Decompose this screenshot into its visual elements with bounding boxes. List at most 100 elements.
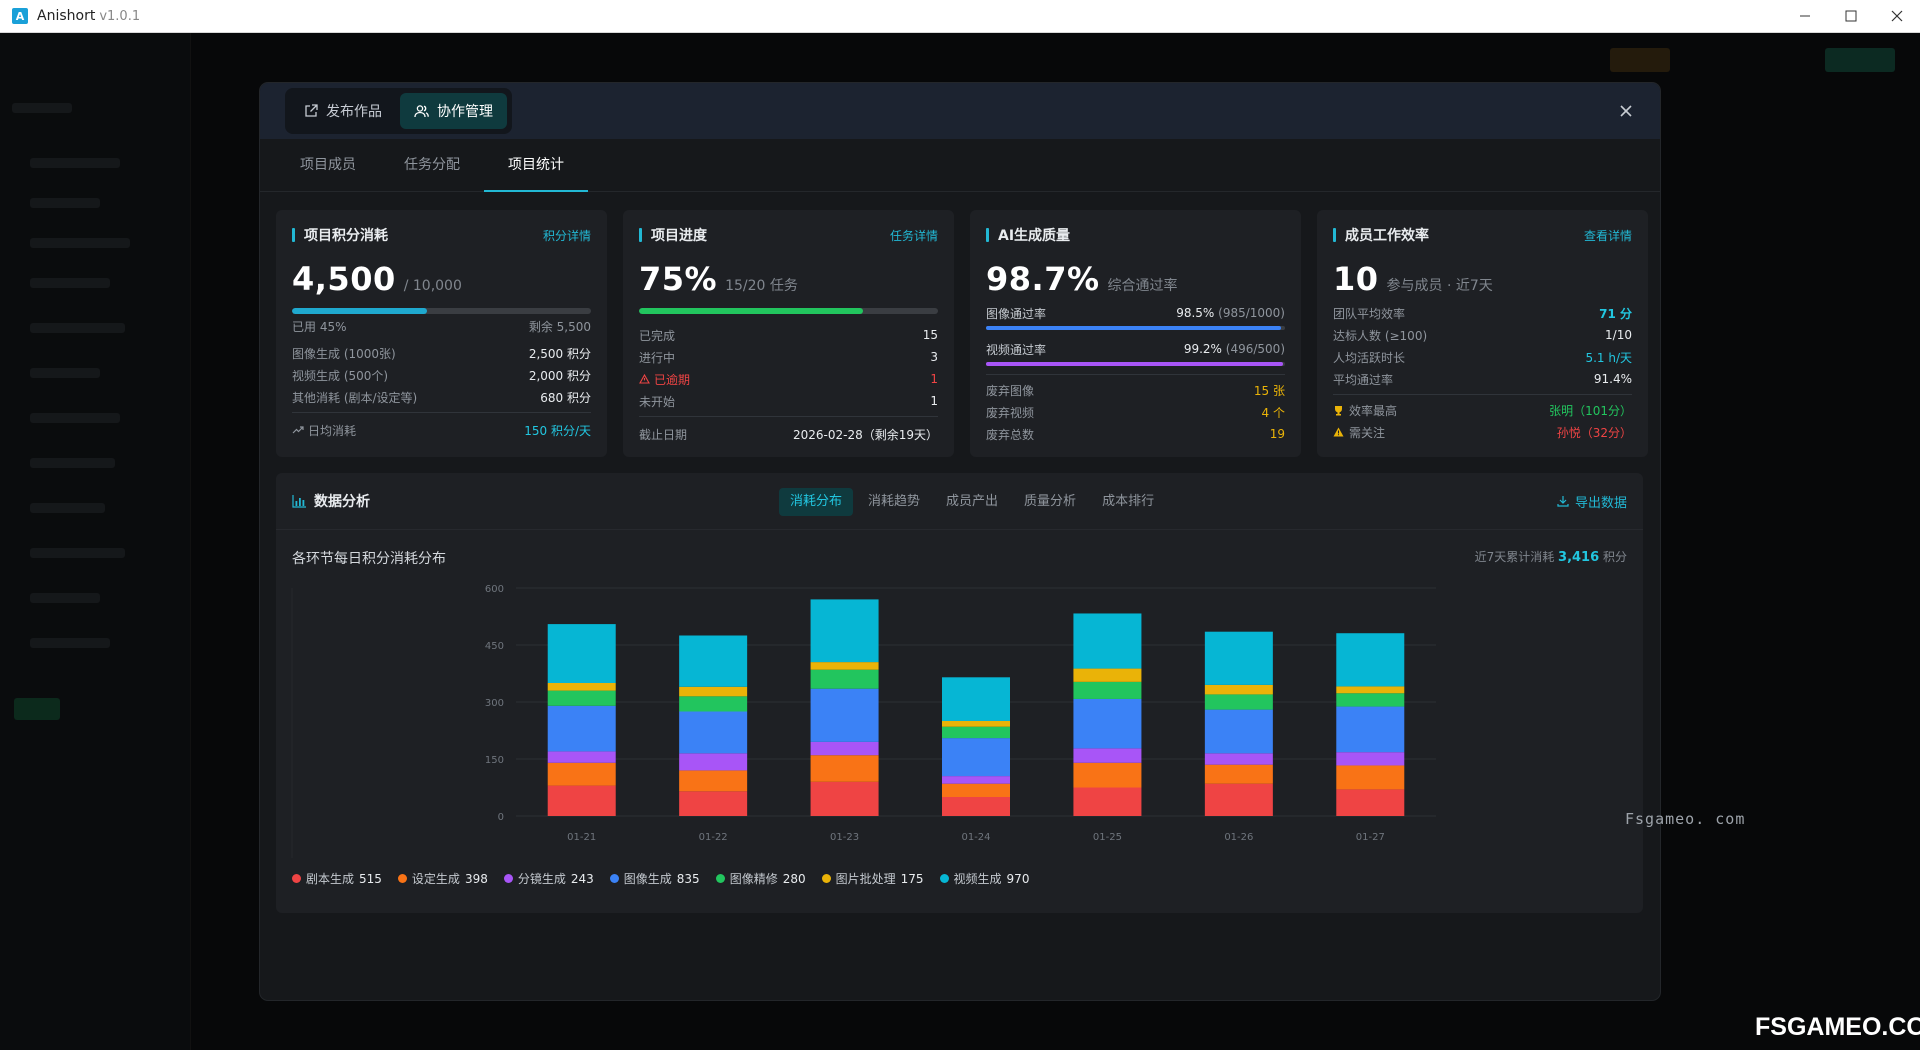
bar-segment	[1073, 613, 1142, 669]
legend-value: 175	[900, 871, 924, 886]
bar-segment	[1204, 694, 1273, 710]
bar-segment	[1073, 787, 1142, 816]
tab-quality-analysis[interactable]: 质量分析	[1024, 494, 1077, 509]
tab-member-output[interactable]: 成员产出	[946, 494, 999, 509]
video-pass-value: 99.2%	[1183, 342, 1222, 356]
bar-segment	[1336, 752, 1405, 766]
collab-manage-button[interactable]: 协作管理	[400, 93, 507, 129]
users-icon	[414, 105, 429, 118]
legend-swatch	[715, 874, 725, 883]
member-detail-link[interactable]: 查看详情	[1583, 228, 1632, 243]
y-tick-label: 0	[498, 812, 504, 823]
bar-segment	[1073, 698, 1142, 749]
app-version: v1.0.1	[99, 8, 141, 24]
legend-item[interactable]: 图像生成 835	[609, 870, 700, 887]
bar-segment	[942, 677, 1010, 721]
legend-item[interactable]: 视频生成 970	[939, 870, 1029, 887]
card-title: 成员工作效率	[1345, 228, 1429, 244]
stat-label: 废弃视频	[986, 405, 1035, 420]
card-title: 项目积分消耗	[304, 228, 388, 244]
bar-segment	[1073, 681, 1142, 699]
image-pass-value: 98.5%	[1176, 306, 1215, 320]
overdue-value: 1	[930, 372, 938, 386]
stat-label: 进行中	[639, 350, 676, 365]
legend-item[interactable]: 剧本生成 515	[292, 870, 382, 887]
credits-detail-link[interactable]: 积分详情	[542, 228, 591, 243]
stat-value: 3	[930, 350, 938, 364]
bar-segment	[679, 696, 748, 712]
bar-segment	[547, 690, 616, 706]
bar-segment	[942, 797, 1010, 816]
legend-swatch	[397, 874, 407, 883]
legend-value: 515	[359, 871, 382, 886]
stat-value: 680 积分	[540, 390, 591, 405]
credits-used-value: 4,500	[292, 260, 396, 298]
deadline-value: 2026-02-28（剩余19天）	[792, 427, 938, 442]
close-modal-button[interactable]	[1612, 97, 1640, 125]
card-title: AI生成质量	[998, 228, 1071, 244]
app-name: Anishort	[37, 8, 96, 24]
task-detail-link[interactable]: 任务详情	[889, 228, 938, 243]
x-tick-label: 01-24	[961, 832, 990, 843]
minimize-button[interactable]	[1782, 0, 1828, 32]
stat-value: 2,000 积分	[528, 368, 591, 383]
stat-value: 2,500 积分	[528, 346, 591, 361]
maximize-button[interactable]	[1828, 0, 1874, 32]
stat-value: 1/10	[1605, 328, 1632, 342]
quality-card: AI生成质量 98.7% 综合通过率 图像通过率 98.5% (985/1000…	[970, 210, 1301, 457]
stat-value: 5.1 h/天	[1585, 350, 1632, 365]
task-progress-bar	[639, 308, 938, 314]
maximize-icon	[1845, 10, 1857, 22]
close-window-button[interactable]	[1874, 0, 1920, 32]
bar-segment	[1204, 764, 1273, 784]
legend-item[interactable]: 分镜生成 243	[503, 870, 594, 887]
stat-label: 图像生成 (1000张)	[292, 346, 396, 361]
daily-consume-value: 150 积分/天	[524, 423, 591, 438]
tab-tasks[interactable]: 任务分配	[404, 157, 460, 173]
legend-value: 243	[570, 871, 594, 886]
bar-segment	[1073, 748, 1142, 763]
total-value: 3,416	[1558, 550, 1600, 565]
legend-label: 视频生成	[953, 872, 1002, 886]
close-icon	[1891, 10, 1903, 22]
close-icon	[1620, 105, 1632, 117]
legend-swatch	[939, 874, 949, 883]
bar-segment	[942, 721, 1010, 727]
legend-item[interactable]: 图片批处理 175	[821, 870, 924, 887]
credits-remain-label: 剩余 5,500	[528, 319, 591, 334]
bar-segment	[810, 781, 879, 816]
tab-members[interactable]: 项目成员	[300, 157, 356, 173]
export-data-button[interactable]: 导出数据	[1557, 492, 1627, 511]
stat-label: 平均通过率	[1333, 372, 1394, 387]
stacked-bar-chart: 0 150 300 450 600 01-21 01-22 01-23 01-24 01-25 01…	[291, 584, 1436, 858]
credits-card: 项目积分消耗 积分详情 4,500 / 10,000 已用 45% 剩余 5,5…	[276, 210, 607, 457]
bar-segment	[547, 624, 616, 683]
stat-label: 其他消耗 (剧本/设定等)	[292, 390, 418, 405]
tab-consume-trend[interactable]: 消耗趋势	[868, 494, 921, 509]
bar-segment	[679, 770, 748, 792]
stat-cards: 项目积分消耗 积分详情 4,500 / 10,000 已用 45% 剩余 5,5…	[276, 210, 1648, 457]
legend-value: 398	[464, 871, 488, 886]
legend-swatch	[609, 874, 619, 883]
external-link-icon	[305, 104, 318, 117]
top-performer-value: 张明（101分）	[1549, 403, 1632, 418]
image-pass-fill	[986, 326, 1281, 330]
bar-segment	[1336, 633, 1405, 687]
progress-tasks: 15/20 任务	[725, 278, 798, 294]
tab-statistics[interactable]: 项目统计	[484, 139, 588, 192]
bar-segment	[679, 791, 748, 816]
legend-item[interactable]: 设定生成 398	[397, 870, 488, 887]
credits-progress-bar	[292, 308, 591, 314]
background-sidebar	[0, 33, 191, 1050]
publish-works-button[interactable]: 发布作品	[290, 93, 396, 129]
warning-icon	[639, 374, 650, 384]
tab-cost-ranking[interactable]: 成本排行	[1102, 494, 1155, 509]
member-count: 10	[1333, 260, 1379, 298]
video-pass-detail: (496/500)	[1225, 342, 1285, 356]
card-accent	[639, 228, 642, 242]
stat-label: 达标人数 (≥100)	[1333, 328, 1428, 343]
legend-item[interactable]: 图像精修 280	[715, 870, 806, 887]
x-tick-label: 01-23	[830, 832, 859, 843]
tab-consume-distribution[interactable]: 消耗分布	[779, 488, 854, 516]
member-sub: 参与成员 · 近7天	[1386, 278, 1493, 294]
